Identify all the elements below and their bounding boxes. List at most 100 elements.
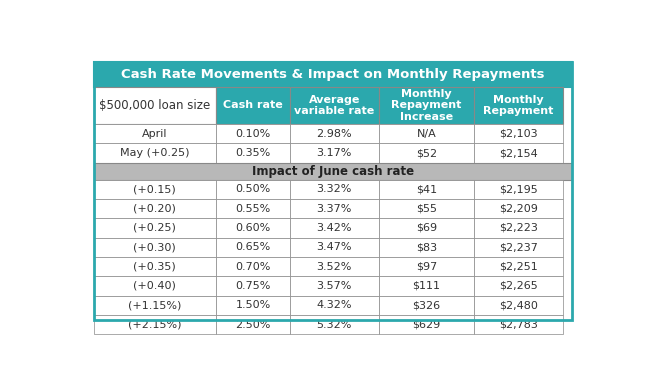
Text: 0.55%: 0.55% — [235, 203, 270, 214]
Text: 3.57%: 3.57% — [317, 281, 352, 291]
Text: $41: $41 — [416, 184, 437, 194]
Bar — [474, 87, 563, 124]
Bar — [378, 199, 474, 218]
Text: $2,209: $2,209 — [499, 203, 538, 214]
Bar — [94, 296, 216, 315]
Bar — [94, 199, 216, 218]
Text: 0.60%: 0.60% — [235, 223, 270, 233]
Bar — [94, 124, 216, 143]
Bar — [474, 180, 563, 199]
Bar — [290, 315, 378, 334]
Text: April: April — [142, 129, 168, 139]
Text: $2,154: $2,154 — [499, 148, 538, 158]
Bar — [474, 315, 563, 334]
Text: 3.17%: 3.17% — [317, 148, 352, 158]
Bar — [474, 124, 563, 143]
Bar — [94, 143, 216, 163]
Text: Cash rate: Cash rate — [223, 100, 283, 111]
Text: 2.50%: 2.50% — [235, 320, 270, 330]
Bar — [378, 257, 474, 276]
Bar — [216, 276, 290, 296]
Text: $111: $111 — [413, 281, 441, 291]
Text: Cash Rate Movements & Impact on Monthly Repayments: Cash Rate Movements & Impact on Monthly … — [122, 68, 545, 81]
Text: 0.50%: 0.50% — [235, 184, 270, 194]
Text: $55: $55 — [416, 203, 437, 214]
Text: (+0.40): (+0.40) — [133, 281, 176, 291]
Text: $2,103: $2,103 — [499, 129, 538, 139]
Text: (+1.15%): (+1.15%) — [128, 300, 181, 310]
Bar — [290, 180, 378, 199]
Bar — [474, 199, 563, 218]
Text: 0.70%: 0.70% — [235, 262, 270, 272]
Bar — [216, 180, 290, 199]
Text: $2,237: $2,237 — [499, 242, 538, 252]
Text: (+0.25): (+0.25) — [133, 223, 176, 233]
Text: $69: $69 — [416, 223, 437, 233]
Text: 0.65%: 0.65% — [235, 242, 270, 252]
Text: $2,480: $2,480 — [499, 300, 538, 310]
Text: Monthly
Repayment: Monthly Repayment — [484, 95, 554, 116]
Bar — [378, 296, 474, 315]
Text: 5.32%: 5.32% — [317, 320, 352, 330]
Text: 3.52%: 3.52% — [317, 262, 352, 272]
Bar — [290, 257, 378, 276]
Text: 0.75%: 0.75% — [235, 281, 270, 291]
Bar — [216, 87, 290, 124]
Bar — [216, 143, 290, 163]
Text: Monthly
Repayment
Increase: Monthly Repayment Increase — [391, 89, 462, 122]
Text: $2,251: $2,251 — [499, 262, 538, 272]
Bar — [290, 238, 378, 257]
Text: $2,195: $2,195 — [499, 184, 538, 194]
Text: $2,265: $2,265 — [499, 281, 538, 291]
Text: 0.35%: 0.35% — [235, 148, 270, 158]
Text: $2,223: $2,223 — [499, 223, 538, 233]
Bar — [378, 124, 474, 143]
Bar — [290, 124, 378, 143]
Text: N/A: N/A — [417, 129, 436, 139]
Text: 4.32%: 4.32% — [317, 300, 352, 310]
Bar — [94, 87, 216, 124]
Bar — [216, 218, 290, 238]
Bar — [474, 218, 563, 238]
Text: Impact of June cash rate: Impact of June cash rate — [252, 165, 414, 178]
Bar — [216, 296, 290, 315]
Bar — [94, 257, 216, 276]
Text: (+0.30): (+0.30) — [133, 242, 176, 252]
Text: 3.47%: 3.47% — [317, 242, 352, 252]
Bar — [94, 62, 573, 87]
Bar — [474, 257, 563, 276]
Text: $629: $629 — [412, 320, 441, 330]
Bar — [216, 199, 290, 218]
Bar — [378, 218, 474, 238]
Text: 3.32%: 3.32% — [317, 184, 352, 194]
Text: (+2.15%): (+2.15%) — [128, 320, 181, 330]
Bar — [474, 276, 563, 296]
Text: $52: $52 — [416, 148, 437, 158]
Bar — [216, 238, 290, 257]
Text: (+0.15): (+0.15) — [133, 184, 176, 194]
Bar — [216, 257, 290, 276]
Text: $83: $83 — [416, 242, 437, 252]
Text: $500,000 loan size: $500,000 loan size — [99, 99, 211, 112]
Bar — [378, 238, 474, 257]
Bar — [94, 163, 573, 180]
Bar — [378, 315, 474, 334]
Bar — [216, 315, 290, 334]
Bar — [216, 124, 290, 143]
Bar — [94, 276, 216, 296]
Text: Average
variable rate: Average variable rate — [294, 95, 374, 116]
Bar — [94, 315, 216, 334]
Text: 3.37%: 3.37% — [317, 203, 352, 214]
Text: 3.42%: 3.42% — [317, 223, 352, 233]
Bar — [290, 143, 378, 163]
Bar — [474, 143, 563, 163]
Bar — [290, 87, 378, 124]
Bar — [474, 296, 563, 315]
Text: (+0.20): (+0.20) — [133, 203, 176, 214]
Bar — [290, 199, 378, 218]
Bar — [378, 143, 474, 163]
Bar — [94, 180, 216, 199]
Text: 1.50%: 1.50% — [235, 300, 270, 310]
Bar — [474, 238, 563, 257]
Bar — [290, 276, 378, 296]
